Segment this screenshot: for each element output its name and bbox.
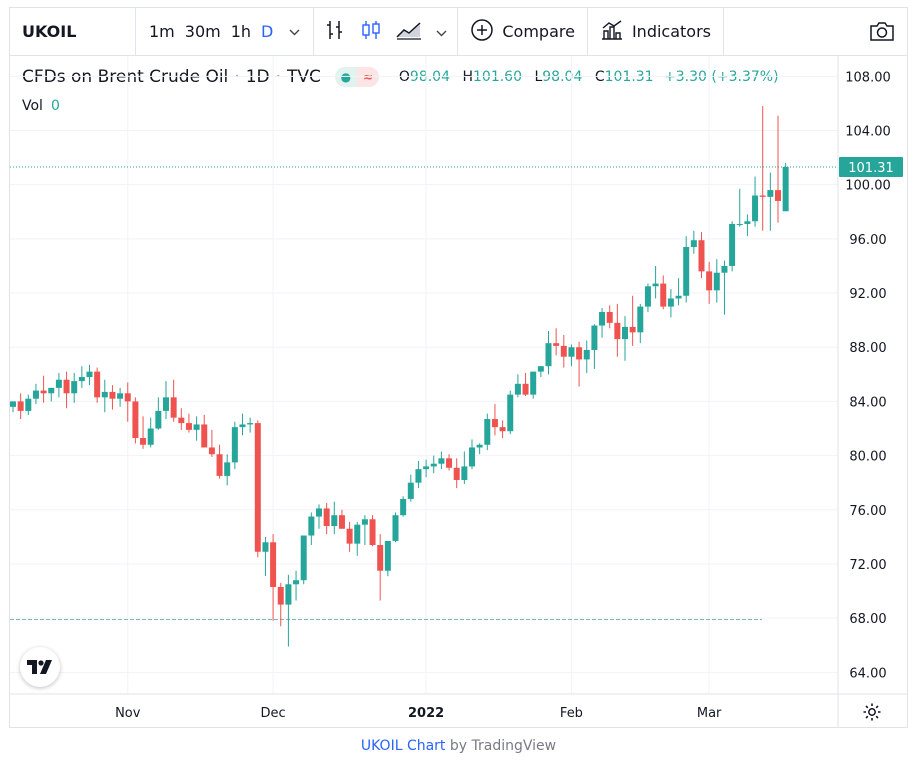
interval-d[interactable]: D: [261, 22, 274, 41]
toolbar: UKOIL 1m 30m 1h D: [10, 8, 907, 56]
series-interval: 1D: [245, 67, 270, 87]
candles-style-icon[interactable]: [360, 19, 382, 45]
series-legend: CFDs on Brent Crude Oil · 1D · TVC ● ≈ O…: [22, 67, 779, 87]
open-value: 98.04: [409, 69, 451, 85]
high-value: 101.60: [473, 69, 522, 85]
volume-label: Vol: [22, 98, 43, 114]
low-value: 98.04: [542, 69, 583, 85]
interval-group: 1m 30m 1h D: [136, 22, 313, 41]
toolbar-divider: [135, 8, 136, 55]
volume-value: 0: [50, 98, 60, 114]
toolbar-divider: [586, 8, 588, 55]
chevron-down-icon[interactable]: [284, 25, 305, 39]
data-delayed-icon: ≈: [356, 67, 379, 87]
compare-button[interactable]: Compare: [458, 18, 587, 46]
interval-1h[interactable]: 1h: [230, 22, 252, 41]
volume-legend: Vol 0: [22, 98, 60, 114]
bars-style-icon[interactable]: [324, 19, 346, 45]
change-value: +3.30 (+3.37%): [664, 69, 779, 85]
ukoil-chart-link[interactable]: UKOIL Chart: [360, 738, 446, 754]
toolbar-divider: [313, 8, 315, 55]
area-style-icon[interactable]: [396, 19, 422, 45]
tradingview-logo[interactable]: [20, 647, 60, 687]
toolbar-divider: [457, 8, 459, 55]
indicators-icon: [600, 19, 624, 45]
plus-circle-icon: [470, 18, 494, 46]
series-source: TVC: [287, 67, 321, 87]
low-key: L: [534, 69, 543, 85]
ohlc-values: O98.04 H101.60 L98.04 C101.31 +3.30 (+3.…: [399, 69, 779, 85]
chart-style-group: [314, 19, 457, 45]
close-key: C: [594, 69, 605, 85]
dot-separator: ·: [234, 67, 240, 87]
toolbar-divider: [723, 8, 724, 55]
symbol-search[interactable]: UKOIL: [22, 22, 77, 41]
compare-label: Compare: [502, 22, 575, 41]
widget-frame: [9, 7, 908, 728]
chevron-down-icon[interactable]: [436, 22, 447, 41]
close-value: 101.31: [604, 69, 654, 85]
high-key: H: [462, 69, 473, 85]
interval-30m[interactable]: 30m: [184, 22, 221, 41]
indicators-label: Indicators: [631, 22, 711, 41]
interval-1m[interactable]: 1m: [149, 22, 175, 41]
settings-gear-icon[interactable]: [862, 702, 882, 726]
indicators-button[interactable]: Indicators: [588, 19, 723, 45]
attribution-by: by TradingView: [449, 738, 557, 754]
market-open-icon: ●: [334, 67, 357, 87]
camera-icon[interactable]: [869, 20, 895, 46]
dot-separator: ·: [275, 67, 281, 87]
series-title: CFDs on Brent Crude Oil: [22, 67, 229, 87]
tv-logo-icon: [27, 660, 52, 674]
attribution: UKOIL Chart by TradingView: [0, 738, 917, 754]
market-status-pill[interactable]: ● ≈: [334, 67, 379, 87]
open-key: O: [398, 69, 410, 85]
